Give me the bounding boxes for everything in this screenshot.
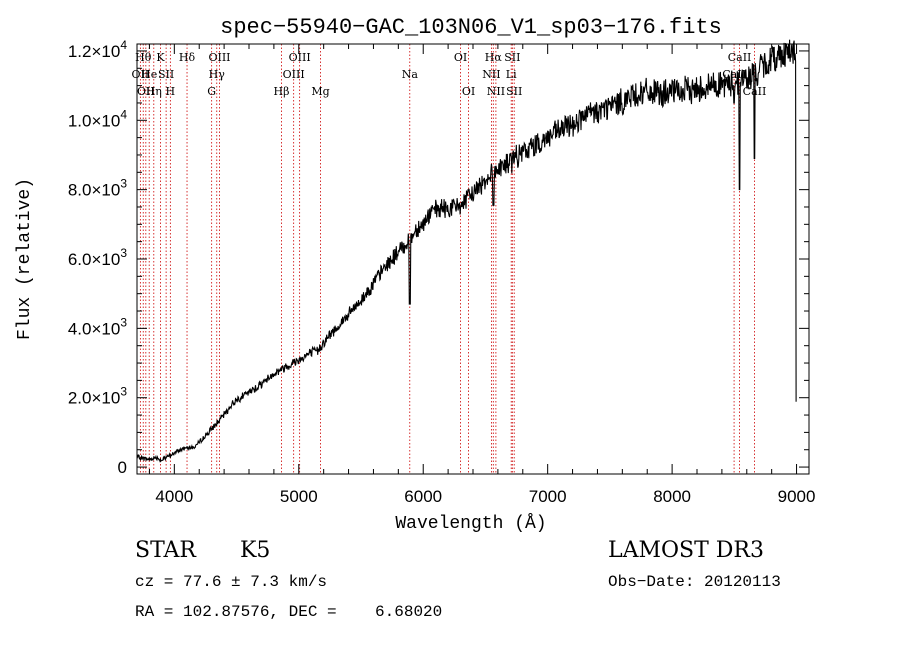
y-axis-label: Flux (relative) xyxy=(15,178,35,340)
spectrum-line xyxy=(136,39,797,463)
x-tick-label: 8000 xyxy=(653,487,691,506)
line-label-10: Hγ xyxy=(209,68,226,81)
line-label-7: H xyxy=(166,85,176,98)
y-tick-label: 8.0×103 xyxy=(68,177,127,200)
line-label-21: NII xyxy=(487,85,505,98)
y-tick-label: 2.0×103 xyxy=(68,385,127,408)
x-tick-label: 5000 xyxy=(280,487,318,506)
x-axis-label: Wavelength (Å) xyxy=(395,513,546,534)
x-axis: 4000 5000 6000 7000 8000 9000 xyxy=(148,44,816,506)
survey-name: LAMOST DR3 xyxy=(608,538,764,563)
y-tick-label: 0 xyxy=(118,458,127,477)
spectral-line-markers xyxy=(139,44,755,474)
line-label-9: G xyxy=(207,85,216,98)
line-label-24: SII xyxy=(506,85,522,98)
chart-title: spec−55940−GAC_103N06_V1_sp03−176.fits xyxy=(220,15,722,40)
line-label-8: Hδ xyxy=(179,51,196,64)
observation-date: Obs−Date: 20120113 xyxy=(608,573,781,591)
line-label-6: SII xyxy=(158,68,174,81)
y-tick-label: 6.0×103 xyxy=(68,246,127,269)
y-axis: 0 2.0×103 4.0×103 6.0×103 8.0×103 1.0×104 1.2×… xyxy=(68,38,809,477)
line-label-1: Hθ xyxy=(135,51,152,64)
line-label-17: OI xyxy=(454,51,467,64)
x-tick-label: 7000 xyxy=(529,487,567,506)
line-label-2: OII xyxy=(137,85,155,98)
plot-frame xyxy=(136,43,810,475)
line-label-15: Mg xyxy=(311,85,329,98)
line-label-20: Hα xyxy=(485,51,503,64)
line-label-4: Hη xyxy=(146,85,162,98)
line-label-11: OIII xyxy=(208,51,230,64)
line-label-13: OIII xyxy=(283,68,305,81)
line-label-5: K xyxy=(156,51,165,64)
spectral-line-labels: OIIHθOIIHeHηKSIIHHδGHγOIIIHβOIIIOIIIMgNa… xyxy=(132,51,767,98)
line-label-22: Li xyxy=(506,68,517,81)
line-label-0: OII xyxy=(132,68,150,81)
line-label-16: Na xyxy=(402,68,419,81)
x-tick-label: 9000 xyxy=(778,487,816,506)
line-label-18: OI xyxy=(462,85,475,98)
object-class: STAR xyxy=(135,538,196,563)
object-subclass: K5 xyxy=(240,538,271,563)
line-label-3: He xyxy=(141,68,157,81)
line-label-12: Hβ xyxy=(274,85,290,98)
line-label-26: CaII xyxy=(728,51,752,64)
y-tick-label: 1.2×104 xyxy=(68,38,127,61)
x-tick-label: 4000 xyxy=(155,487,193,506)
redshift-value: cz = 77.6 ± 7.3 km/s xyxy=(135,573,328,591)
line-label-14: OIII xyxy=(289,51,311,64)
line-label-19: NII xyxy=(482,68,500,81)
x-tick-label: 6000 xyxy=(404,487,442,506)
sky-coordinates: RA = 102.87576, DEC = 6.68020 xyxy=(135,603,443,621)
y-tick-label: 1.0×104 xyxy=(68,107,127,130)
line-label-23: SII xyxy=(504,51,520,64)
y-tick-label: 4.0×103 xyxy=(68,315,127,338)
